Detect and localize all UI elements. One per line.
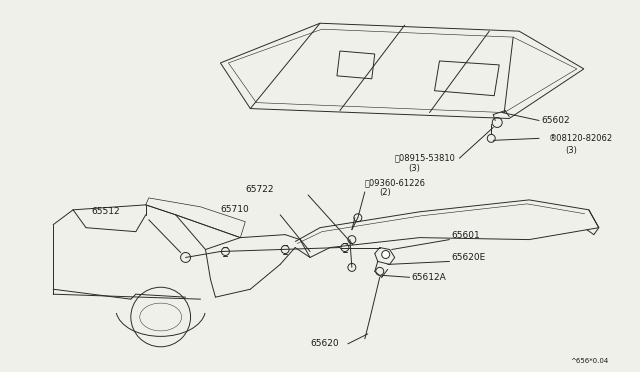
Text: (2): (2) (379, 189, 390, 198)
Text: 65722: 65722 (245, 186, 274, 195)
Text: 65512: 65512 (91, 207, 120, 216)
Text: (3): (3) (565, 146, 577, 155)
Text: (3): (3) (409, 164, 420, 173)
Text: ⓖ08915-53810: ⓖ08915-53810 (395, 154, 456, 163)
Circle shape (381, 250, 390, 259)
Text: 65601: 65601 (451, 231, 480, 240)
Text: 65612A: 65612A (412, 273, 446, 282)
Text: 65602: 65602 (541, 116, 570, 125)
Text: Ⓝ09360-61226: Ⓝ09360-61226 (365, 179, 426, 187)
Text: 65710: 65710 (220, 205, 249, 214)
Text: ®08120-82062: ®08120-82062 (549, 134, 613, 143)
Text: 65620E: 65620E (451, 253, 486, 262)
Text: ^656*0.04: ^656*0.04 (570, 358, 609, 364)
Text: 65620: 65620 (310, 339, 339, 348)
